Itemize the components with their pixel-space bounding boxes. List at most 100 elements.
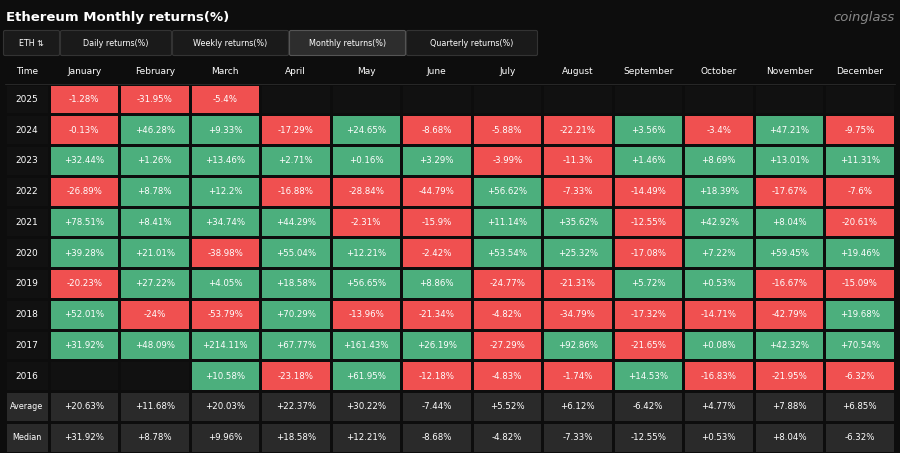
Text: Monthly returns(%): Monthly returns(%) (309, 39, 386, 48)
Text: -17.08%: -17.08% (630, 249, 666, 258)
Bar (615, 332, 682, 359)
Text: March: March (212, 67, 239, 76)
Text: June: June (427, 67, 446, 76)
Text: +46.28%: +46.28% (135, 125, 175, 135)
Bar (262, 332, 329, 359)
Text: +20.63%: +20.63% (64, 402, 104, 411)
Text: +59.45%: +59.45% (770, 249, 809, 258)
Bar (121, 424, 188, 452)
Bar (403, 116, 471, 144)
Text: -12.55%: -12.55% (630, 218, 666, 227)
Text: -6.32%: -6.32% (844, 371, 875, 381)
Text: -16.88%: -16.88% (278, 187, 314, 196)
Bar (121, 116, 188, 144)
Bar (192, 86, 259, 113)
Bar (121, 301, 188, 328)
Text: +30.22%: +30.22% (346, 402, 386, 411)
Text: -14.71%: -14.71% (701, 310, 737, 319)
Bar (755, 147, 823, 175)
Bar (401, 58, 472, 84)
Bar (755, 116, 823, 144)
Text: -14.49%: -14.49% (630, 187, 666, 196)
Bar (50, 393, 118, 421)
Text: +7.22%: +7.22% (701, 249, 736, 258)
Bar (192, 178, 259, 206)
Text: +78.51%: +78.51% (64, 218, 104, 227)
Bar (615, 208, 682, 236)
Bar (403, 270, 471, 298)
Text: -17.32%: -17.32% (630, 310, 666, 319)
FancyBboxPatch shape (4, 30, 59, 56)
Bar (473, 147, 541, 175)
Text: +1.26%: +1.26% (138, 156, 172, 165)
Bar (473, 178, 541, 206)
Text: -21.31%: -21.31% (560, 280, 596, 289)
Bar (685, 301, 752, 328)
Bar (824, 58, 895, 84)
Bar (544, 301, 611, 328)
Text: -38.98%: -38.98% (207, 249, 243, 258)
Bar (826, 332, 894, 359)
Text: +27.22%: +27.22% (135, 280, 175, 289)
Text: -3.4%: -3.4% (706, 125, 731, 135)
Bar (826, 208, 894, 236)
Text: -11.3%: -11.3% (562, 156, 593, 165)
Text: -21.95%: -21.95% (771, 371, 807, 381)
Text: -2.42%: -2.42% (421, 249, 452, 258)
Bar (403, 239, 471, 267)
Text: +14.53%: +14.53% (628, 371, 669, 381)
Bar (473, 424, 541, 452)
Text: -1.74%: -1.74% (562, 371, 593, 381)
FancyBboxPatch shape (407, 30, 537, 56)
FancyBboxPatch shape (173, 30, 289, 56)
Bar (755, 86, 823, 113)
Text: Ethereum Monthly returns(%): Ethereum Monthly returns(%) (6, 11, 230, 24)
Bar (50, 332, 118, 359)
Text: -4.82%: -4.82% (492, 310, 523, 319)
Text: -27.29%: -27.29% (490, 341, 526, 350)
Bar (262, 239, 329, 267)
Bar (121, 332, 188, 359)
Text: -4.82%: -4.82% (492, 433, 523, 442)
Text: +8.78%: +8.78% (138, 187, 172, 196)
Text: -23.18%: -23.18% (278, 371, 314, 381)
Bar (544, 424, 611, 452)
Bar (403, 332, 471, 359)
Bar (615, 424, 682, 452)
Bar (121, 208, 188, 236)
Bar (403, 178, 471, 206)
Text: +4.05%: +4.05% (208, 280, 243, 289)
Text: +67.77%: +67.77% (275, 341, 316, 350)
Bar (685, 208, 752, 236)
Text: +3.56%: +3.56% (631, 125, 666, 135)
Text: February: February (135, 67, 175, 76)
Bar (473, 116, 541, 144)
Bar (403, 86, 471, 113)
Bar (544, 116, 611, 144)
Bar (50, 270, 118, 298)
Text: +31.92%: +31.92% (64, 341, 104, 350)
Text: +18.58%: +18.58% (275, 280, 316, 289)
Bar (615, 178, 682, 206)
Text: +44.29%: +44.29% (275, 218, 316, 227)
Text: -1.28%: -1.28% (69, 95, 100, 104)
Bar (403, 362, 471, 390)
Text: -17.67%: -17.67% (771, 187, 807, 196)
Bar (190, 58, 260, 84)
Bar (473, 301, 541, 328)
Text: +18.58%: +18.58% (275, 433, 316, 442)
Bar (49, 58, 120, 84)
Text: +56.62%: +56.62% (487, 187, 527, 196)
Bar (615, 86, 682, 113)
Text: +34.74%: +34.74% (205, 218, 246, 227)
Bar (473, 86, 541, 113)
Bar (544, 208, 611, 236)
Text: +19.68%: +19.68% (840, 310, 880, 319)
Text: +9.96%: +9.96% (208, 433, 242, 442)
Text: -5.88%: -5.88% (492, 125, 523, 135)
Text: -9.75%: -9.75% (844, 125, 875, 135)
Text: -6.32%: -6.32% (844, 433, 875, 442)
Bar (6, 86, 48, 113)
Bar (755, 270, 823, 298)
Bar (50, 362, 118, 390)
